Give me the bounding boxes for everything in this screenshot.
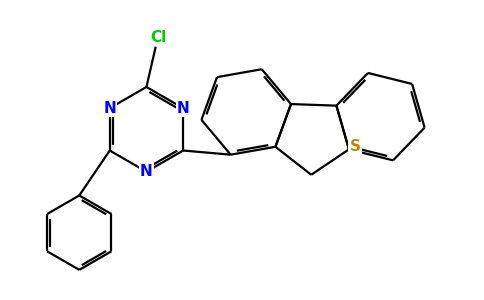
Text: N: N — [177, 101, 190, 116]
Text: Cl: Cl — [150, 30, 166, 45]
Text: N: N — [140, 164, 153, 179]
Text: S: S — [349, 139, 361, 154]
Text: N: N — [104, 101, 116, 116]
